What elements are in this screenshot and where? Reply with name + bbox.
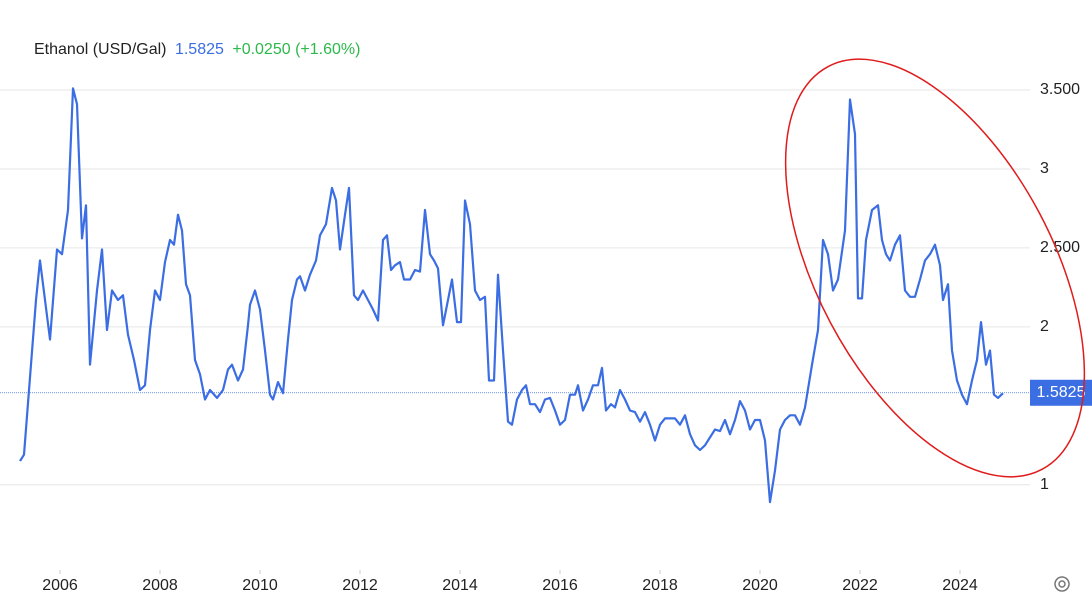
header: Ethanol (USD/Gal) 1.5825 +0.0250 (+1.60%…	[34, 41, 360, 58]
y-tick-label: 2	[1040, 318, 1049, 335]
y-tick-label: 3.500	[1040, 81, 1080, 98]
gear-hub[interactable]	[1058, 580, 1066, 588]
x-tick-label: 2008	[142, 577, 178, 594]
x-tick-label: 2018	[642, 577, 678, 594]
x-tick-label: 2024	[942, 577, 978, 594]
x-tick-label: 2022	[842, 577, 878, 594]
y-tick-label: 2.500	[1040, 239, 1080, 256]
last-price: 1.5825	[175, 41, 224, 58]
plot: 1 2 2.500 3 3.500 2006 2008 2010 2012 2014 2016 201…	[0, 81, 1092, 594]
x-tick-label: 2006	[42, 577, 78, 594]
price-line	[19, 87, 1004, 504]
price-change: +0.0250 (+1.60%)	[232, 41, 360, 58]
y-tick-label: 1	[1040, 476, 1049, 493]
x-tick-label: 2014	[442, 577, 478, 594]
x-tick-label: 2016	[542, 577, 578, 594]
x-tick-label: 2012	[342, 577, 378, 594]
y-tick-label: 3	[1040, 160, 1049, 177]
chart-title: Ethanol (USD/Gal)	[34, 41, 167, 58]
x-tick-label: 2010	[242, 577, 278, 594]
x-tick-label: 2020	[742, 577, 778, 594]
gear[interactable]	[1054, 576, 1070, 592]
annotation-ellipse	[784, 58, 1086, 478]
last-price-label: 1.5825	[1037, 384, 1086, 401]
last-price-badge	[1030, 379, 1092, 406]
settings-icon[interactable]	[1054, 576, 1070, 592]
